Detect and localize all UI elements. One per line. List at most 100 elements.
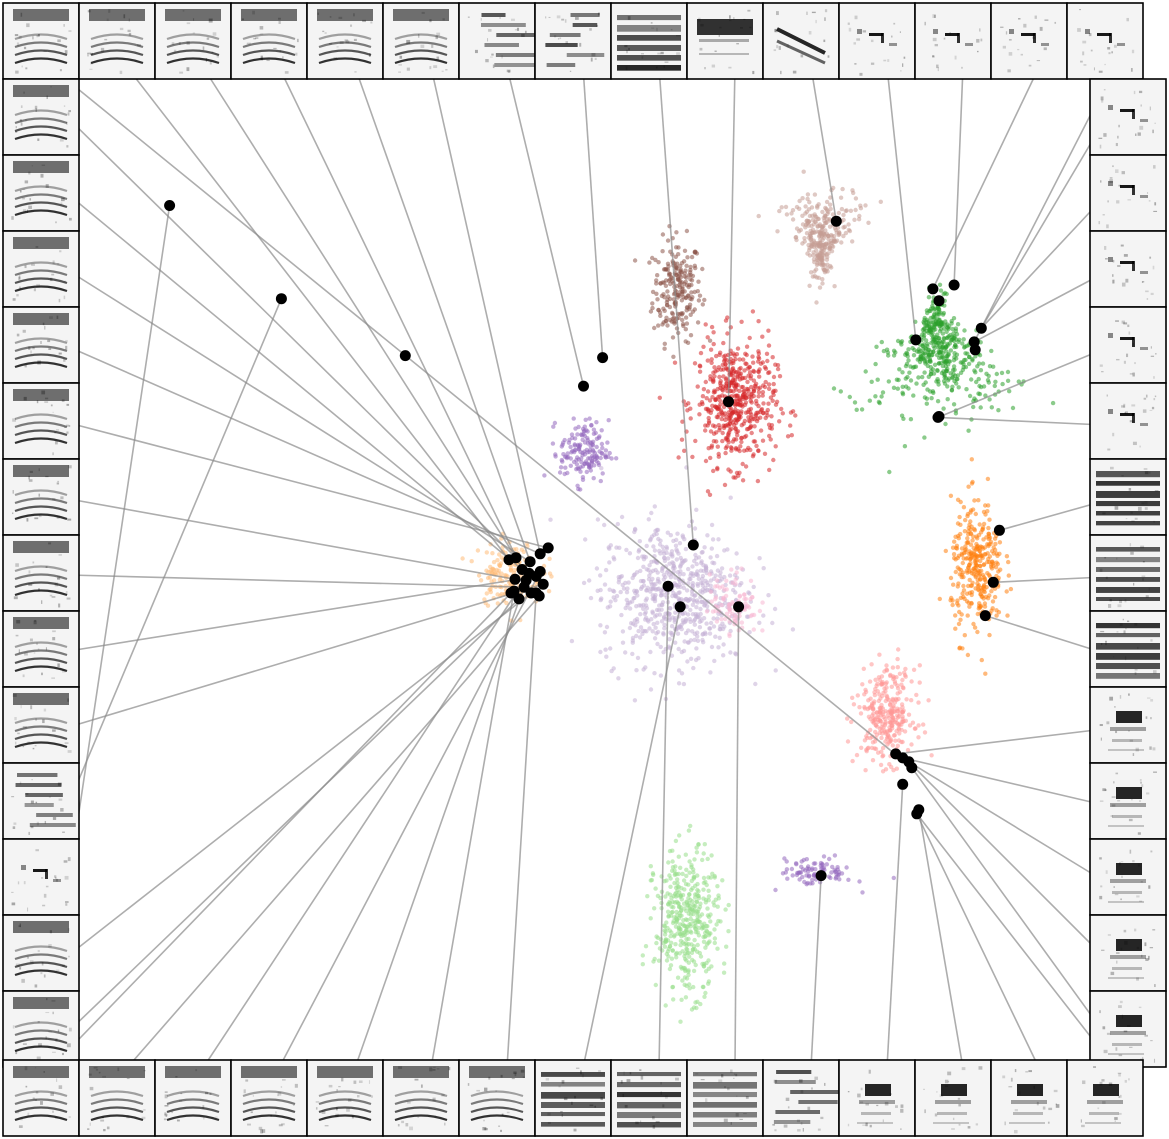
cluster-point <box>766 370 771 376</box>
thumbnail-mark <box>1120 185 1134 188</box>
cluster-point <box>662 626 667 631</box>
thumbnail-mark <box>32 347 35 350</box>
cluster-point <box>698 606 703 612</box>
highlighted-point <box>687 539 699 551</box>
cluster-point <box>909 742 914 747</box>
cluster-point <box>685 255 690 260</box>
thumbnail-harmonic <box>166 49 220 57</box>
cluster-point <box>709 546 714 551</box>
cluster-point <box>958 499 963 505</box>
cluster-point <box>1000 381 1005 387</box>
thumbnail-mark <box>1145 716 1148 719</box>
thumbnail-mark <box>106 1126 110 1130</box>
cluster-point <box>660 600 666 605</box>
cluster-point <box>899 739 904 745</box>
cluster-point <box>684 228 690 234</box>
thumbnail-mark <box>38 1043 42 1047</box>
cluster-point <box>877 730 882 736</box>
thumbnail-mark <box>1044 19 1049 21</box>
cluster-point <box>558 465 564 470</box>
thumbnail-harmonic <box>166 1114 220 1122</box>
cluster-point <box>726 423 731 429</box>
cluster-point <box>636 628 641 634</box>
cluster-point <box>718 379 723 384</box>
thumbnail-mark <box>589 28 592 31</box>
thumbnail-harmonic <box>14 741 68 749</box>
cluster-point <box>718 627 723 632</box>
cluster-point <box>665 261 671 266</box>
cluster-point <box>910 346 915 351</box>
cluster-point <box>692 622 697 627</box>
cluster-point <box>764 351 770 356</box>
cluster-point <box>685 930 690 935</box>
thumbnail-mark <box>52 1051 56 1054</box>
cluster-point <box>804 857 809 862</box>
cluster-point <box>729 448 734 453</box>
cluster-point <box>742 607 748 612</box>
cluster-point <box>835 865 840 870</box>
cluster-point <box>688 296 693 301</box>
cluster-point <box>961 588 967 593</box>
spectrogram-thumbnail <box>1089 762 1167 840</box>
spectrogram-thumbnail <box>306 1059 384 1137</box>
cluster-point <box>774 399 780 404</box>
cluster-point <box>660 249 665 254</box>
cluster-point <box>722 482 728 488</box>
cluster-point <box>691 876 696 881</box>
cluster-point <box>662 295 667 300</box>
cluster-point <box>682 923 688 929</box>
cluster-point <box>650 301 655 306</box>
thumbnail-mark <box>1132 261 1135 271</box>
cluster-point <box>975 364 980 369</box>
cluster-point <box>664 300 670 305</box>
cluster-point <box>785 876 790 881</box>
thumbnail-harmonic <box>14 505 68 513</box>
cluster-point <box>704 396 709 401</box>
thumbnail-mark <box>1097 33 1111 36</box>
cluster-point <box>980 525 986 530</box>
thumbnail-mark <box>35 801 38 804</box>
cluster-point <box>820 281 825 286</box>
thumbnail-mark <box>1108 901 1144 903</box>
thumbnail-mark <box>216 54 220 58</box>
cluster-point <box>890 743 895 748</box>
cluster-point <box>696 555 702 560</box>
thumbnail-mark <box>51 677 56 679</box>
cluster-point <box>717 573 723 579</box>
cluster-point <box>944 349 949 354</box>
cluster-point <box>859 407 865 412</box>
thumbnail-harmonic <box>318 33 372 41</box>
cluster-point <box>726 467 731 472</box>
thumbnail-mark <box>29 198 32 201</box>
cluster-point <box>926 347 931 353</box>
cluster-point <box>819 254 824 259</box>
thumbnail-mark <box>34 984 38 988</box>
thumbnail-mark <box>127 29 131 33</box>
cluster-point <box>719 602 724 608</box>
cluster-point <box>1005 369 1011 375</box>
thumbnail-mark <box>1112 967 1142 970</box>
cluster-point <box>939 341 944 346</box>
highlight-layer <box>164 200 1005 882</box>
cluster-point <box>731 422 737 428</box>
cluster-point <box>831 185 836 191</box>
thumbnail-mark <box>1121 282 1126 287</box>
cluster-point <box>852 400 858 405</box>
thumbnail-mark <box>18 35 22 39</box>
cluster-point <box>729 426 734 431</box>
thumbnail-mark <box>957 33 960 43</box>
cluster-point <box>650 568 656 573</box>
thumbnail-mark <box>736 43 739 45</box>
thumbnail-harmonic <box>14 581 68 589</box>
thumbnail-mark <box>60 202 63 204</box>
cluster-point <box>809 223 814 229</box>
cluster-point <box>707 572 712 577</box>
cluster-point <box>751 369 757 374</box>
thumbnail-harmonic <box>318 1106 372 1114</box>
thumbnail-mark <box>44 401 49 403</box>
thumbnail-mark <box>43 893 47 898</box>
thumbnail-mark <box>18 649 20 654</box>
thumbnail-harmonic <box>318 57 372 65</box>
thumbnail-mark <box>89 1066 145 1078</box>
cluster-point <box>648 916 653 921</box>
